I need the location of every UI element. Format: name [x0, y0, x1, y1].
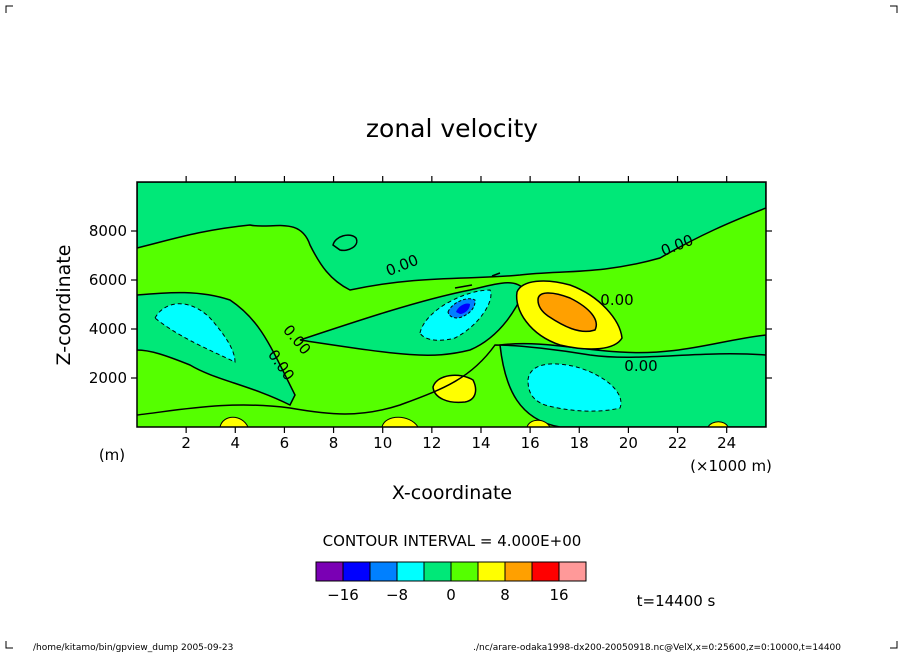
- x-tick-label: 2: [181, 434, 191, 452]
- footer-right: ./nc/arare-odaka1998-dx200-20050918.nc@V…: [473, 643, 841, 653]
- plot-area: [137, 182, 766, 427]
- y-axis: 2000 4000 6000 8000: [89, 222, 772, 387]
- x-unit-label: (×1000 m): [690, 457, 772, 475]
- contour-interval-text: CONTOUR INTERVAL = 4.000E+00: [323, 532, 582, 550]
- y-unit-label: (m): [99, 446, 125, 464]
- band-0-4-top: [137, 182, 766, 291]
- zero-line-low: [137, 344, 766, 416]
- y-tick-label: 8000: [89, 222, 127, 240]
- x-tick-label: 14: [471, 434, 490, 452]
- colorbar-swatch: [369, 561, 398, 582]
- zero-line-tick: [454, 272, 501, 289]
- colorbar-swatch: [423, 561, 452, 582]
- colorbar: −16 −8 0 8 16: [315, 561, 587, 604]
- colorbar-swatch: [315, 561, 344, 582]
- colorbar-swatch: [342, 561, 371, 582]
- colorbar-swatch: [504, 561, 533, 582]
- time-label: t=14400 s: [637, 592, 716, 610]
- x-tick-label: 10: [373, 434, 392, 452]
- colorbar-swatch: [558, 561, 587, 582]
- positive-lower: [432, 374, 477, 404]
- x-tick-label: 6: [280, 434, 290, 452]
- y-tick-label: 4000: [89, 320, 127, 338]
- x-tick-label: 8: [329, 434, 339, 452]
- x-axis: 2 4 6 8 10 12 14 16 18 20 22 24: [181, 176, 736, 452]
- positive-right-core: [537, 292, 597, 333]
- x-tick-label: 20: [619, 434, 638, 452]
- colorbar-swatch: [531, 561, 560, 582]
- x-tick-label: 18: [570, 434, 589, 452]
- plot-frame: [136, 181, 767, 428]
- x-tick-label: 12: [422, 434, 441, 452]
- colorbar-tick-label: 16: [549, 586, 568, 604]
- colorbar-tick-label: 8: [500, 586, 510, 604]
- x-axis-label: X-coordinate: [392, 482, 512, 504]
- colorbar-swatch: [450, 561, 479, 582]
- negative-right: [527, 363, 622, 412]
- band-0-4-blob: [332, 234, 358, 252]
- corner-marks: [5, 5, 898, 649]
- y-tick-label: 2000: [89, 369, 127, 387]
- negative-center-core2: [456, 303, 470, 314]
- contour-label: 0.00: [624, 357, 657, 375]
- colorbar-tick-label: 0: [446, 586, 456, 604]
- chart-title: zonal velocity: [366, 114, 538, 143]
- contour-label: 0.00: [600, 291, 633, 309]
- y-tick-label: 6000: [89, 271, 127, 289]
- colorbar-tick-label: −8: [386, 586, 408, 604]
- colorbar-swatch: [396, 561, 425, 582]
- colorbar-swatch: [477, 561, 506, 582]
- x-tick-label: 16: [521, 434, 540, 452]
- footer-left: /home/kitamo/bin/gpview_dump 2005-09-23: [33, 643, 233, 653]
- colorbar-tick-label: −16: [327, 586, 359, 604]
- x-tick-label: 24: [717, 434, 736, 452]
- y-axis-label: Z-coordinate: [53, 245, 75, 366]
- negative-left: [154, 303, 236, 363]
- x-tick-label: 4: [231, 434, 241, 452]
- x-tick-label: 22: [668, 434, 687, 452]
